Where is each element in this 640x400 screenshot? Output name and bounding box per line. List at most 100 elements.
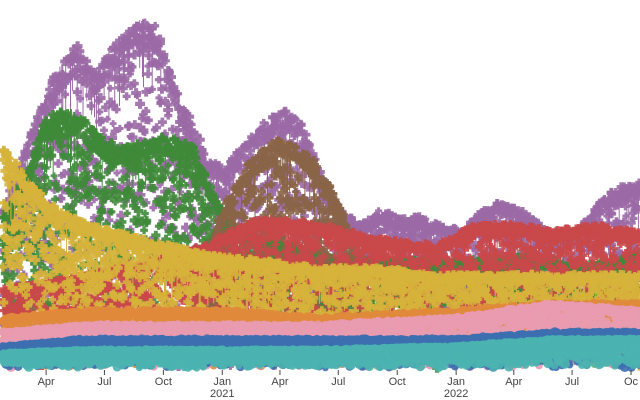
data-point xyxy=(57,194,66,203)
data-point xyxy=(53,159,63,168)
data-point xyxy=(90,195,98,204)
data-point xyxy=(238,146,248,156)
data-point xyxy=(70,138,79,147)
data-point xyxy=(139,30,149,40)
data-point xyxy=(181,222,191,233)
data-point xyxy=(253,140,263,150)
data-point xyxy=(17,160,25,168)
data-point xyxy=(34,166,44,176)
data-point xyxy=(141,129,149,137)
data-point xyxy=(196,156,206,166)
data-point xyxy=(178,115,188,124)
data-point xyxy=(128,63,137,71)
data-point xyxy=(122,92,131,101)
data-point xyxy=(184,111,195,122)
data-point xyxy=(130,79,139,88)
data-point xyxy=(312,209,320,218)
data-point xyxy=(103,115,111,123)
data-point xyxy=(277,124,286,132)
data-point xyxy=(169,82,179,92)
data-point xyxy=(60,71,68,80)
data-point xyxy=(74,73,84,84)
data-point xyxy=(39,237,50,247)
data-point xyxy=(194,134,205,145)
data-point xyxy=(130,120,140,130)
data-point xyxy=(96,73,107,83)
data-point xyxy=(106,72,116,82)
data-point xyxy=(127,40,137,49)
data-point xyxy=(150,126,158,134)
data-point xyxy=(167,185,177,194)
data-point xyxy=(98,116,106,125)
data-point xyxy=(141,106,151,116)
data-point xyxy=(347,215,356,224)
data-point xyxy=(135,98,146,109)
data-point xyxy=(276,205,285,215)
data-point xyxy=(52,96,62,106)
data-point xyxy=(126,81,136,91)
data-point xyxy=(100,126,108,135)
data-point xyxy=(145,26,154,35)
data-point xyxy=(162,57,170,65)
data-point xyxy=(120,73,130,83)
data-point xyxy=(231,156,242,166)
data-point xyxy=(76,164,84,172)
data-point xyxy=(235,165,245,175)
data-point xyxy=(144,51,154,61)
data-point xyxy=(49,139,59,149)
data-point xyxy=(25,140,33,148)
data-point xyxy=(157,117,167,127)
data-point xyxy=(171,96,180,105)
data-point xyxy=(216,185,225,194)
data-point xyxy=(43,104,52,114)
data-point xyxy=(86,65,95,74)
data-point xyxy=(153,60,163,71)
data-point xyxy=(154,75,163,84)
data-point xyxy=(96,64,104,72)
data-point xyxy=(111,44,120,54)
data-point xyxy=(300,211,309,221)
data-point xyxy=(93,158,101,166)
data-point xyxy=(59,169,69,178)
data-point xyxy=(35,119,44,128)
data-point xyxy=(85,90,95,101)
data-point xyxy=(174,200,183,209)
data-point xyxy=(151,21,160,30)
data-point xyxy=(70,71,81,81)
data-point xyxy=(5,186,14,195)
data-point xyxy=(292,165,301,174)
data-point xyxy=(104,215,114,225)
data-point xyxy=(262,121,273,132)
data-point xyxy=(70,68,78,76)
data-point xyxy=(72,109,82,119)
data-point xyxy=(190,128,199,137)
data-point xyxy=(163,105,174,115)
data-point xyxy=(32,237,43,247)
data-point xyxy=(71,192,80,201)
data-point xyxy=(110,126,120,136)
data-point xyxy=(370,226,380,237)
data-point xyxy=(205,167,213,175)
data-point xyxy=(96,108,104,116)
data-point xyxy=(43,99,52,108)
data-point xyxy=(279,128,288,136)
data-point xyxy=(194,142,202,150)
data-point xyxy=(290,131,299,141)
data-point xyxy=(20,149,31,160)
data-point xyxy=(129,30,140,41)
data-point xyxy=(112,64,122,75)
data-point xyxy=(275,125,284,135)
data-point xyxy=(165,211,174,220)
data-point xyxy=(158,61,166,69)
data-point xyxy=(211,159,220,168)
data-point xyxy=(83,199,93,209)
data-point xyxy=(202,160,211,169)
data-point xyxy=(63,73,73,84)
data-point xyxy=(220,186,231,197)
data-point xyxy=(149,203,158,212)
data-point xyxy=(192,216,203,226)
data-point xyxy=(297,120,306,129)
data-point xyxy=(297,178,308,189)
data-point xyxy=(108,100,119,111)
data-point xyxy=(101,102,111,112)
